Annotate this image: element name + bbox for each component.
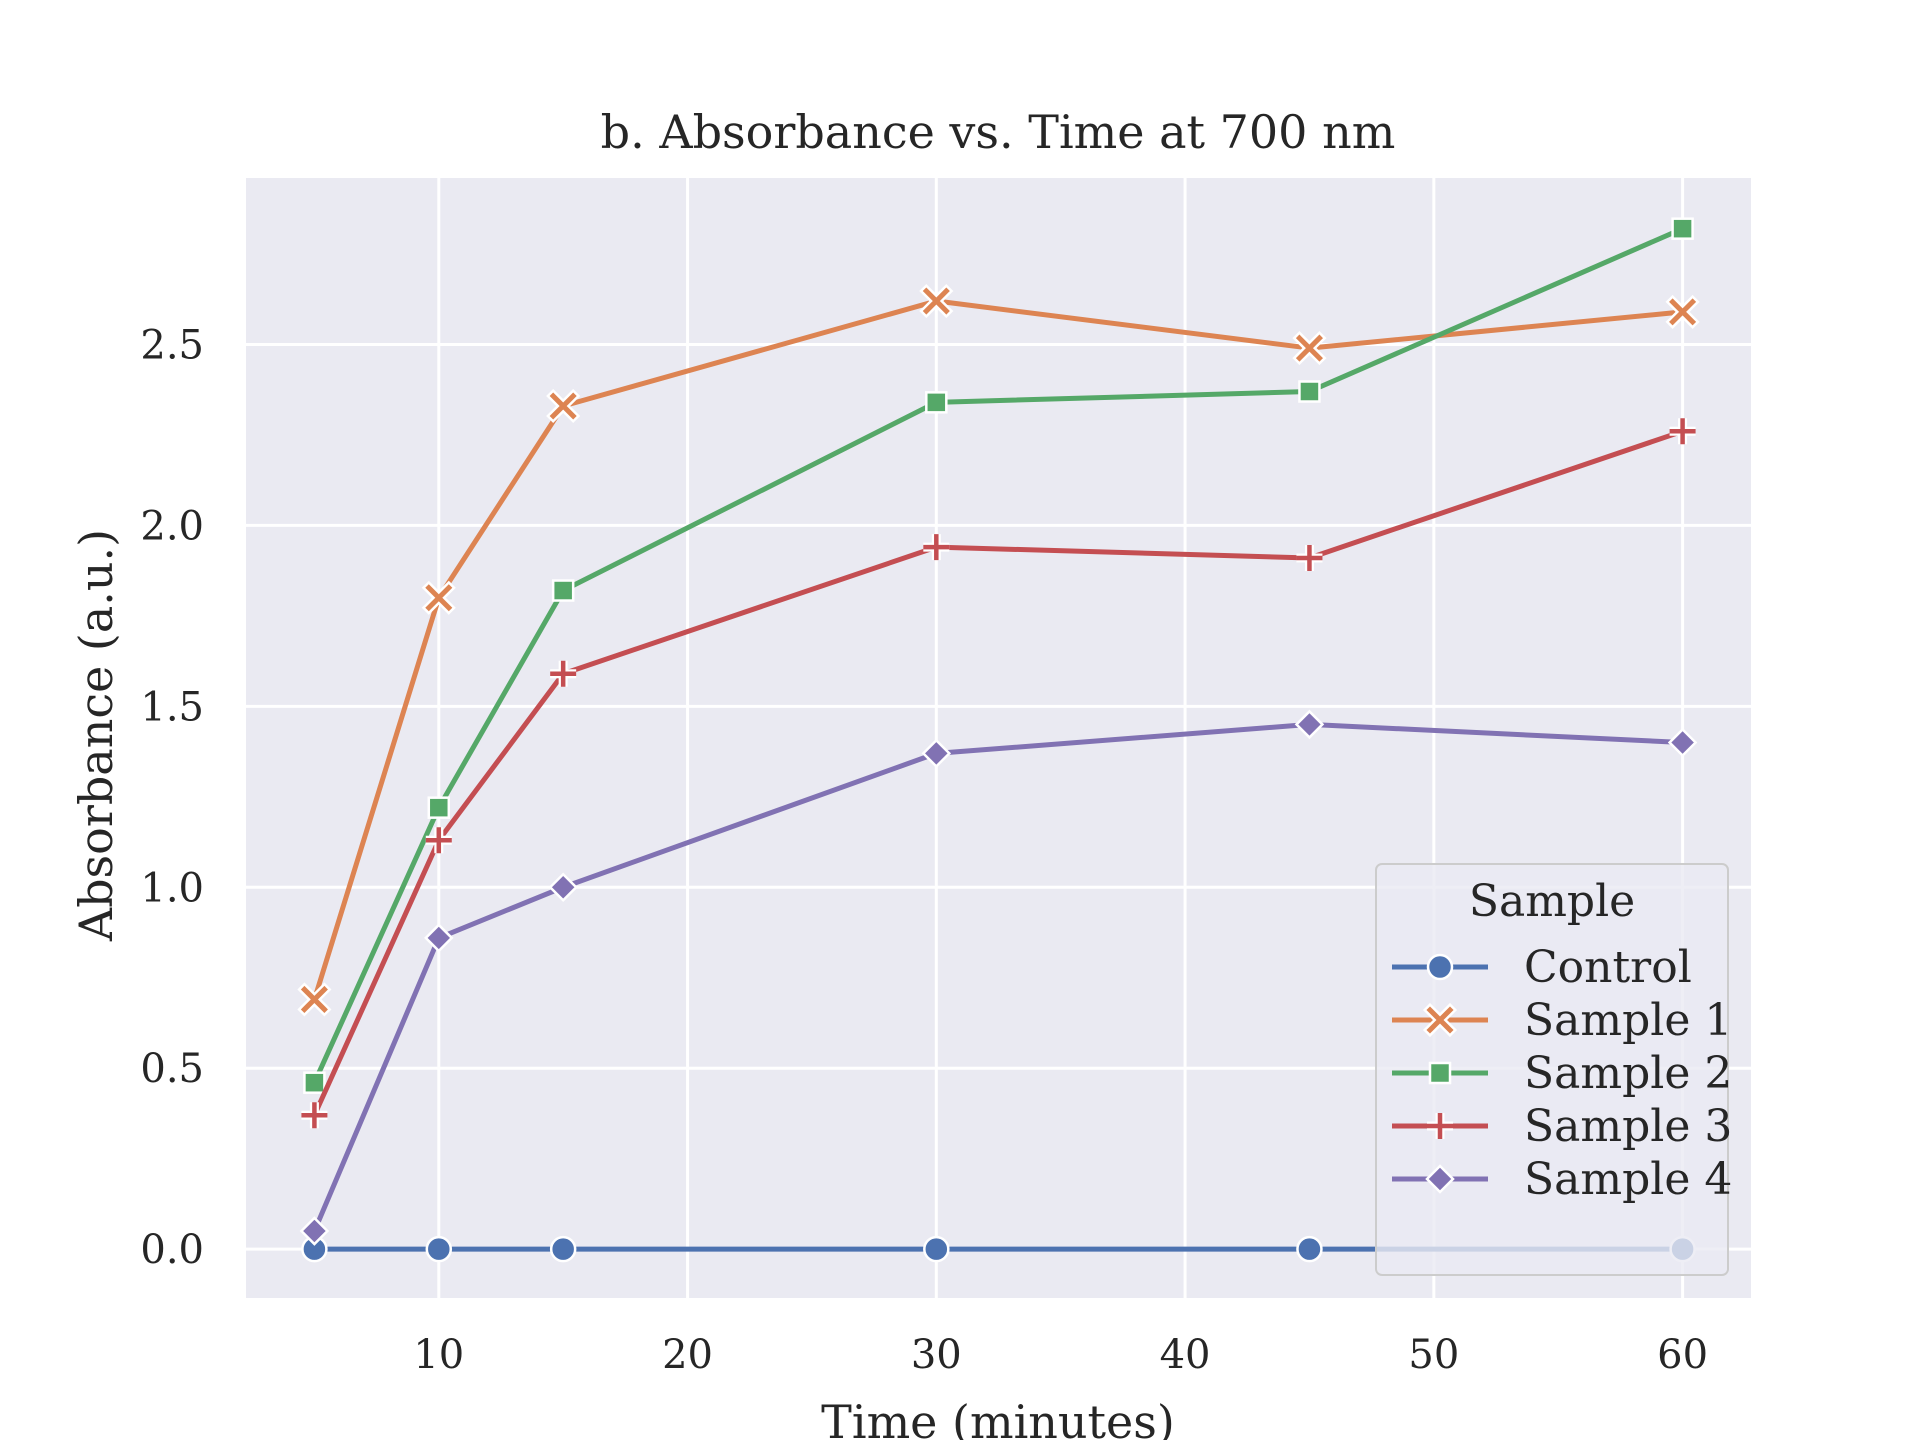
y-tick-label: 1.5	[140, 684, 204, 730]
legend-title: Sample	[1469, 876, 1635, 927]
data-point	[301, 1102, 328, 1129]
data-point	[421, 580, 456, 615]
data-point	[923, 534, 950, 561]
series-sample-2	[303, 217, 1694, 1094]
data-point	[1298, 380, 1321, 403]
series-line	[312, 721, 1683, 1233]
data-point	[425, 827, 452, 854]
series-sample-1	[297, 283, 1700, 1017]
series-layer	[297, 217, 1700, 1263]
data-point	[1296, 1235, 1323, 1263]
data-point	[1669, 418, 1696, 445]
data-point	[1296, 544, 1323, 571]
legend-entry: Sample 4	[1392, 1154, 1732, 1205]
data-point	[1667, 727, 1698, 758]
x-axis-label: Time (minutes)	[821, 1395, 1175, 1440]
legend-label: Sample 2	[1524, 1048, 1732, 1099]
y-tick-label: 1.0	[140, 865, 204, 911]
legend-label: Sample 3	[1524, 1101, 1732, 1152]
legend-marker	[1426, 953, 1454, 981]
data-point	[923, 1235, 950, 1263]
data-point	[1671, 217, 1694, 240]
data-point	[919, 283, 954, 319]
legend-marker	[1428, 1061, 1452, 1085]
tick-labels: 10 20 30 40 50 60 0.0 0.5 1.0 1.5 2.0 2.5	[140, 322, 1708, 1378]
series-sample-3	[301, 418, 1696, 1129]
data-point	[303, 1071, 326, 1094]
series-line	[312, 298, 1683, 1001]
x-tick-label: 10	[413, 1332, 464, 1378]
data-point	[297, 982, 332, 1017]
y-tick-label: 0.0	[140, 1227, 204, 1273]
data-point	[551, 579, 575, 602]
data-point	[921, 738, 952, 769]
y-tick-label: 0.5	[140, 1046, 204, 1092]
x-tick-label: 60	[1657, 1332, 1708, 1378]
data-point	[546, 388, 581, 424]
series-control	[301, 1235, 1696, 1263]
legend-label: Sample 4	[1524, 1154, 1732, 1205]
legend-entry: Sample 2	[1392, 1048, 1732, 1099]
series-line	[312, 428, 1684, 1117]
data-point	[550, 660, 577, 687]
data-point	[1294, 709, 1325, 740]
data-point	[1665, 294, 1700, 329]
x-tick-label: 50	[1408, 1332, 1459, 1378]
data-point	[424, 923, 454, 953]
series-sample-4	[299, 709, 1698, 1246]
grid-lines	[246, 178, 1751, 1298]
data-point	[548, 872, 578, 903]
x-tick-label: 30	[911, 1332, 962, 1378]
legend-marker	[1427, 1113, 1453, 1139]
data-point	[427, 796, 451, 819]
legend-label: Control	[1524, 942, 1692, 993]
chart-title: b. Absorbance vs. Time at 700 nm	[601, 105, 1396, 159]
legend-entry: Control	[1392, 942, 1692, 993]
data-point	[425, 1235, 453, 1263]
data-point	[299, 1216, 330, 1246]
x-tick-label: 20	[662, 1332, 713, 1378]
legend-marker	[1422, 1002, 1458, 1038]
legend-entry: Sample 1	[1392, 995, 1732, 1046]
data-point	[549, 1235, 577, 1263]
data-point	[925, 391, 948, 414]
data-point	[1292, 331, 1327, 366]
y-tick-label: 2.5	[140, 322, 204, 368]
legend-marker	[1425, 1164, 1455, 1194]
legend-entry: Sample 3	[1392, 1101, 1732, 1152]
series-line	[312, 226, 1684, 1084]
x-tick-label: 40	[1160, 1332, 1211, 1378]
legend-label: Sample 1	[1524, 995, 1732, 1046]
y-tick-label: 2.0	[140, 503, 204, 549]
y-axis-label: Absorbance (a.u.)	[69, 529, 123, 942]
